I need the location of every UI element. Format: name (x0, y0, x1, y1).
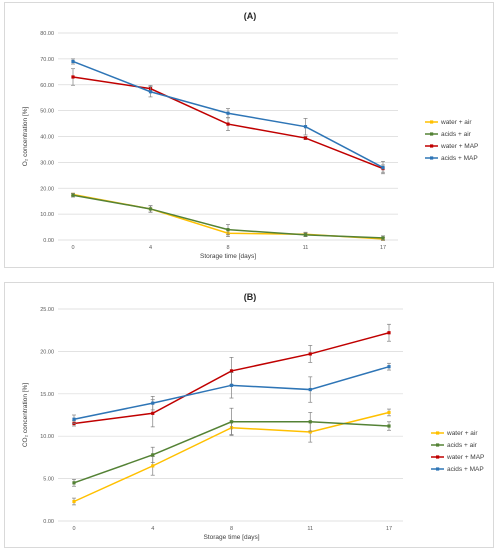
x-tick-label: 4 (151, 526, 154, 532)
data-point (387, 424, 391, 428)
data-point (151, 401, 155, 405)
y-axis-title: O₂ concentration [%] (22, 107, 29, 167)
data-point (387, 331, 391, 335)
legend-marker (436, 443, 440, 447)
legend-label: acids + air (447, 442, 478, 449)
data-point (387, 410, 391, 415)
data-point (308, 430, 312, 434)
x-tick-label: 11 (303, 245, 309, 251)
x-tick-label: 0 (71, 245, 74, 251)
data-point (229, 420, 234, 424)
data-point (303, 125, 308, 129)
chart-panel-a: (A) 0.00 10.00 20.00 30.00 40.00 50.00 60.00 70.… (4, 2, 494, 268)
data-point (71, 193, 75, 197)
data-point (226, 111, 230, 115)
data-point (151, 411, 155, 415)
y-tick-label: 25.00 (40, 307, 54, 313)
y-tick-label: 50.00 (40, 109, 54, 115)
chart-panel-b: (B) 0.00 5.00 10.00 15.00 20.00 25.00 0 4 8 11 17 St… (4, 282, 494, 548)
x-tick-label: 17 (380, 245, 386, 251)
y-tick-label: 15.00 (40, 392, 54, 398)
legend-label: acids + MAP (441, 155, 478, 162)
x-tick-label: 17 (386, 526, 392, 532)
data-point (229, 383, 234, 387)
y-tick-label: 20.00 (40, 349, 54, 355)
y-tick-label: 80.00 (40, 31, 54, 37)
legend-marker (436, 455, 440, 459)
legend-label: acids + MAP (447, 466, 484, 473)
legend-label: water + MAP (446, 454, 484, 461)
y-tick-label: 10.00 (40, 434, 54, 440)
y-tick-label: 10.00 (40, 212, 54, 218)
y-tick-label: 20.00 (40, 186, 54, 192)
y-tick-label: 30.00 (40, 160, 54, 166)
x-tick-label: 4 (149, 245, 152, 251)
data-point (72, 481, 76, 485)
legend-marker (436, 467, 440, 471)
data-point (229, 369, 234, 373)
x-tick-label: 8 (230, 526, 233, 532)
y-tick-label: 40.00 (40, 135, 54, 141)
data-point (381, 165, 385, 170)
data-point (308, 420, 312, 424)
data-point (226, 228, 230, 232)
data-point (71, 59, 75, 64)
y-tick-label: 5.00 (43, 477, 54, 483)
data-point (151, 453, 155, 457)
x-tick-label: 0 (72, 526, 75, 532)
legend-marker (430, 156, 434, 160)
legend-marker (430, 120, 434, 124)
legend-marker (430, 144, 434, 148)
x-axis-title: Storage time [days] (204, 534, 260, 541)
data-point (381, 236, 385, 240)
data-point (226, 122, 230, 126)
legend-label: water + air (446, 430, 478, 437)
data-point (148, 90, 153, 94)
data-point (387, 365, 391, 369)
y-tick-label: 60.00 (40, 83, 54, 89)
legend-label: water + air (440, 119, 472, 126)
y-tick-label: 0.00 (43, 238, 54, 244)
x-tick-label: 8 (226, 245, 229, 251)
data-point (303, 233, 308, 237)
legend-label: acids + air (441, 131, 472, 138)
legend-marker (430, 132, 434, 136)
chart-title: (B) (244, 292, 257, 302)
data-point (148, 207, 153, 211)
x-axis-title: Storage time [days] (200, 253, 256, 260)
legend-marker (436, 431, 440, 435)
chart-a-svg: (A) 0.00 10.00 20.00 30.00 40.00 50.00 60.00 70.… (22, 11, 478, 260)
data-point (303, 136, 308, 140)
legend-label: water + MAP (440, 143, 478, 150)
chart-b-svg: (B) 0.00 5.00 10.00 15.00 20.00 25.00 0 4 8 11 17 St… (22, 292, 484, 541)
x-tick-label: 11 (307, 526, 313, 532)
data-point (151, 464, 155, 468)
y-tick-label: 70.00 (40, 57, 54, 63)
data-point (308, 387, 312, 392)
data-point (72, 417, 76, 421)
chart-title: (A) (244, 11, 257, 21)
data-point (72, 499, 76, 504)
data-point (308, 352, 312, 356)
y-axis-title: CO₂ concentration [%] (22, 383, 29, 447)
y-tick-label: 0.00 (43, 519, 54, 525)
data-point (71, 75, 75, 79)
